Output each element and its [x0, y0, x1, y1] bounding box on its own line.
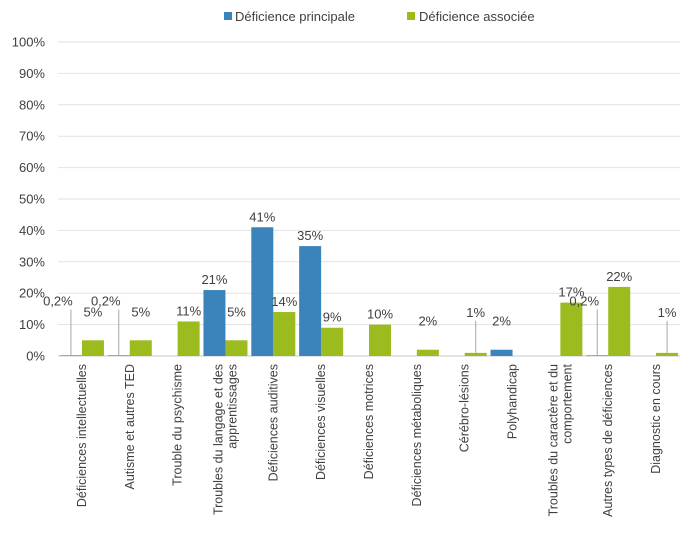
x-category-label: Cérébro-lésions [458, 364, 472, 452]
bar-associee [177, 321, 200, 356]
legend-label-associee: Déficience associée [419, 9, 535, 24]
data-label: 0,2% [569, 293, 599, 308]
bar-principale [107, 355, 130, 356]
x-category-label: Autisme et autres TED [123, 364, 137, 490]
x-category-label: Déficiences visuelles [314, 364, 328, 480]
data-label: 11% [176, 303, 201, 318]
bar-principale [490, 349, 513, 356]
data-label: 5% [227, 304, 246, 319]
legend-swatch-principale [224, 12, 232, 20]
legend: Déficience principale Déficience associé… [224, 9, 535, 24]
x-category-label: Diagnostic en cours [649, 364, 663, 474]
x-axis-labels: Déficiences intellectuelles Autisme et au… [75, 363, 663, 516]
bar-principale [299, 246, 322, 356]
bar-associee [129, 340, 152, 356]
bar-associee [608, 286, 631, 356]
y-tick-label: 40% [19, 223, 45, 238]
bar-principale [203, 290, 226, 356]
y-tick-label: 80% [19, 97, 45, 112]
y-tick-label: 60% [19, 160, 45, 175]
bar-associee [560, 302, 583, 356]
x-category-label: Autres types de déficiences [601, 364, 615, 517]
y-axis-ticks: 0% 10% 20% 30% 40% 50% 60% 70% 80% 90% 100% [12, 35, 46, 364]
y-tick-label: 100% [12, 35, 46, 50]
data-label: 35% [297, 228, 323, 243]
bar-associee [416, 349, 439, 356]
bar-principale [59, 355, 82, 356]
x-category-label: comportement [560, 363, 574, 443]
y-tick-label: 20% [19, 286, 45, 301]
y-tick-label: 90% [19, 66, 45, 81]
y-tick-label: 50% [19, 192, 45, 207]
bar-associee [464, 352, 487, 356]
x-category-label: Déficiences métaboliques [410, 364, 424, 506]
x-category-label: Troubles du langage et des [211, 364, 225, 515]
x-category-label: Troubles du caractère et du [546, 364, 560, 516]
bar-principale [586, 355, 609, 356]
data-label: 0,2% [91, 293, 121, 308]
bar-associee [273, 312, 296, 356]
data-label: 1% [658, 305, 677, 320]
bars [59, 227, 679, 356]
bar-associee [321, 327, 344, 356]
data-label: 5% [131, 304, 150, 319]
x-category-label: Déficiences auditives [266, 364, 280, 481]
x-category-label: Polyhandicap [506, 364, 520, 439]
bar-associee [656, 352, 679, 356]
y-tick-label: 0% [26, 349, 45, 364]
y-tick-label: 30% [19, 254, 45, 269]
data-label: 1% [466, 305, 485, 320]
data-label: 0,2% [43, 293, 73, 308]
legend-label-principale: Déficience principale [235, 9, 355, 24]
x-category-label: Déficiences intellectuelles [75, 364, 89, 507]
data-label: 2% [492, 314, 511, 329]
bar-associee [225, 340, 248, 356]
data-label: 10% [367, 307, 393, 322]
data-label: 17% [558, 285, 584, 300]
bar-principale [251, 227, 274, 356]
data-labels: 0,2% 0,2%21%41%35%2%0,2%5% 5% 11% 5%14%9% 10%… [43, 209, 677, 328]
data-label: 41% [249, 209, 275, 224]
bar-associee [369, 324, 391, 356]
x-category-label: apprentissages [225, 364, 239, 449]
data-label: 2% [418, 314, 437, 329]
x-category-label: Déficiences motrices [362, 364, 376, 479]
bar-associee [81, 340, 104, 356]
data-label: 5% [84, 304, 103, 319]
y-tick-label: 70% [19, 129, 45, 144]
data-label: 9% [323, 310, 342, 325]
data-label: 14% [271, 294, 297, 309]
gridlines [58, 41, 680, 357]
leader-lines [70, 309, 668, 356]
y-tick-label: 10% [19, 317, 45, 332]
data-label: 21% [201, 272, 227, 287]
data-label: 22% [606, 269, 632, 284]
x-category-label: Trouble du psychisme [171, 364, 185, 486]
legend-swatch-associee [407, 12, 415, 20]
